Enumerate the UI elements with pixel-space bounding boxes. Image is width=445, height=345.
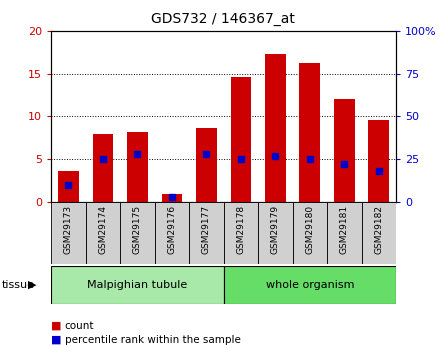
Text: count: count [65,321,94,331]
Text: ▶: ▶ [28,280,36,289]
Text: GSM29173: GSM29173 [64,205,73,254]
Text: GSM29181: GSM29181 [340,205,349,254]
Bar [299,63,320,202]
Text: GSM29180: GSM29180 [305,205,314,254]
Bar [258,202,293,264]
Bar [127,132,148,202]
Text: GSM29182: GSM29182 [374,205,383,254]
Bar [293,202,327,264]
Text: GSM29176: GSM29176 [167,205,176,254]
Bar [224,266,396,304]
Bar [51,202,85,264]
Text: tissue: tissue [2,280,35,289]
Bar [362,202,396,264]
Text: GSM29178: GSM29178 [236,205,245,254]
Text: GSM29179: GSM29179 [271,205,280,254]
Bar [120,202,155,264]
Bar [162,194,182,202]
Text: percentile rank within the sample: percentile rank within the sample [65,335,240,345]
Bar [58,171,79,202]
Bar [231,77,251,202]
Bar [334,99,355,202]
Bar [265,54,286,202]
Text: GSM29174: GSM29174 [98,205,107,254]
Bar [86,202,120,264]
Bar [93,134,113,202]
Text: GSM29175: GSM29175 [133,205,142,254]
Text: Malpighian tubule: Malpighian tubule [87,280,187,289]
Text: ■: ■ [51,335,62,345]
Text: ■: ■ [51,321,62,331]
Bar [368,120,389,202]
Bar [189,202,224,264]
Text: GDS732 / 146367_at: GDS732 / 146367_at [150,12,295,26]
Bar [224,202,258,264]
Bar [196,128,217,202]
Bar [51,266,224,304]
Bar [155,202,189,264]
Text: whole organism: whole organism [266,280,354,289]
Text: GSM29177: GSM29177 [202,205,211,254]
Bar [327,202,362,264]
